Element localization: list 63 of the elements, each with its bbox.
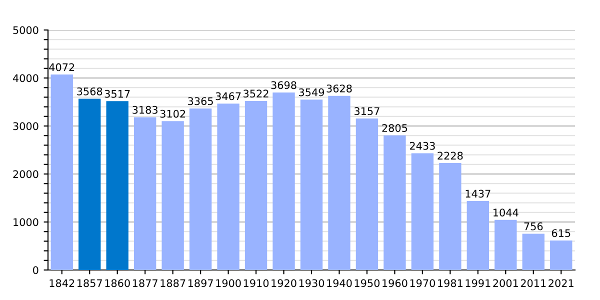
data-label: 3568 — [77, 87, 102, 96]
x-tick-label: 1920 — [272, 279, 296, 288]
bar — [106, 101, 128, 270]
data-label: 3628 — [326, 84, 352, 92]
y-tick-label: 0 — [33, 266, 38, 274]
data-label: 615 — [552, 229, 570, 238]
data-label: 2228 — [438, 152, 463, 160]
x-tick-label: 2011 — [520, 279, 546, 288]
data-label: 3549 — [299, 88, 324, 96]
x-tick-label: 1981 — [438, 279, 462, 288]
x-tick-label: 1910 — [244, 279, 269, 288]
bar — [78, 98, 101, 270]
x-tick-label: 1887 — [160, 279, 186, 288]
data-label: 1044 — [494, 208, 518, 216]
x-tick-label: 1991 — [466, 279, 490, 288]
data-label: 3183 — [132, 106, 158, 114]
y-tick-label: 1000 — [14, 218, 38, 226]
y-tick-label: 4000 — [12, 74, 38, 82]
x-tick-label: 1860 — [105, 279, 130, 288]
x-tick-label: 1960 — [382, 279, 408, 288]
data-label: 2805 — [382, 124, 408, 132]
data-label: 3467 — [216, 92, 241, 100]
bar — [550, 240, 572, 270]
bar — [217, 104, 240, 270]
bar — [162, 121, 184, 270]
data-label: 3522 — [244, 90, 268, 98]
bar — [384, 135, 406, 270]
bar — [328, 96, 350, 270]
y-tick-label: 2000 — [13, 170, 38, 178]
bar — [244, 100, 268, 270]
data-label: 3157 — [354, 107, 380, 116]
data-label: 756 — [524, 222, 543, 230]
x-tick-label: 1940 — [327, 279, 352, 288]
data-label: 4072 — [49, 63, 74, 72]
data-label: 3102 — [160, 110, 186, 118]
x-tick-label: 2021 — [548, 279, 574, 288]
data-label: 3517 — [104, 90, 130, 98]
bar — [494, 220, 517, 270]
x-tick-label: 1900 — [216, 279, 241, 288]
x-tick-label: 2001 — [493, 279, 518, 288]
data-label: 2433 — [410, 142, 435, 150]
x-tick-label: 1857 — [77, 279, 102, 288]
bar — [300, 100, 323, 270]
bar — [522, 234, 544, 270]
data-label: 1437 — [466, 190, 490, 198]
y-tick-label: 5000 — [13, 26, 38, 34]
bar — [439, 163, 462, 270]
y-tick-label: 3000 — [13, 122, 38, 130]
data-label: 3698 — [271, 81, 296, 90]
x-tick-label: 1897 — [188, 279, 213, 288]
bar — [356, 118, 378, 270]
x-tick-label: 1930 — [299, 279, 324, 288]
data-label: 3365 — [188, 97, 213, 106]
bar — [189, 108, 212, 270]
bar — [134, 117, 156, 270]
x-tick-label: 1950 — [354, 279, 380, 288]
bar — [272, 92, 295, 270]
x-tick-label: 1877 — [132, 279, 158, 288]
x-tick-label: 1842 — [50, 279, 74, 288]
bar — [411, 153, 434, 270]
bar — [50, 74, 73, 270]
bar — [466, 201, 490, 270]
x-tick-label: 1970 — [410, 279, 436, 288]
